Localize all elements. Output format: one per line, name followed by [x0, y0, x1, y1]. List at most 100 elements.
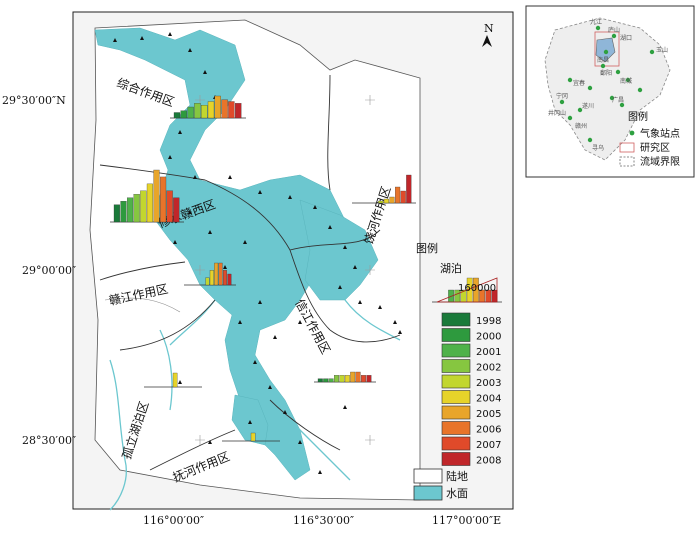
inset-label-xunwu: 寻乌	[592, 144, 604, 152]
inset-label-yichun: 宜春	[573, 79, 585, 87]
inset-legend-title: 图例	[628, 110, 648, 123]
legend-water-label: 水面	[446, 487, 468, 500]
lake-water	[94, 27, 346, 481]
inset-stations	[559, 25, 655, 143]
legend-year-2005: 2005	[476, 409, 501, 420]
bar-2005	[214, 95, 221, 119]
bar-2001	[328, 378, 334, 383]
bar-2000	[120, 201, 127, 223]
lat-tick-3: 28°30′00″	[22, 434, 76, 447]
zone-chart-1	[170, 95, 246, 119]
bar-2004	[383, 198, 389, 204]
inset-legend-station: 气象站点	[640, 127, 680, 140]
inset-label-nanchang: 南昌	[597, 56, 609, 64]
inset-label-jiujiang: 九江	[590, 18, 602, 26]
legend-year-2004: 2004	[476, 394, 501, 405]
legend-year-2002: 2002	[476, 363, 501, 374]
bar-2005	[214, 262, 219, 286]
inset-legend-basin: 流域界限	[640, 155, 680, 168]
bar-2004	[250, 432, 256, 442]
inset-label-lushan: 庐山	[608, 26, 620, 34]
legend-swatch-2006	[441, 421, 471, 435]
bar-2000	[180, 110, 187, 119]
north-label: N	[484, 22, 494, 35]
legend-swatch-2002	[441, 359, 471, 373]
bar-2006	[218, 262, 223, 286]
bar-2004	[172, 372, 178, 388]
zone-bar-charts	[110, 95, 502, 442]
legend-swatch-2004	[441, 390, 471, 404]
legend-swatch-2001	[441, 343, 471, 358]
bar-2007	[400, 190, 406, 204]
bar-2002	[334, 375, 339, 383]
zone-chart-2	[110, 169, 184, 223]
bar-2004	[146, 183, 153, 223]
bar-2006	[160, 176, 167, 223]
bar-2004	[344, 375, 350, 383]
bar-2005	[350, 371, 356, 383]
legend-scale-value: 160000	[458, 283, 496, 294]
bar-2005	[153, 169, 160, 223]
inset-label-ningdu: 宁冈	[556, 92, 568, 100]
legend-swatch-2003	[441, 374, 471, 389]
bar-2003	[205, 277, 210, 286]
bar-2005	[389, 196, 395, 204]
bar-1998	[317, 378, 323, 383]
bar-2002	[133, 194, 140, 223]
bar-2008	[227, 273, 232, 286]
bar-1998	[173, 112, 181, 119]
lake-points	[113, 32, 402, 474]
inset-label-poyang: 鄱阳	[600, 69, 612, 77]
inset-legend-study-icon	[619, 142, 635, 153]
inset-label-nancheng: 南城	[620, 77, 632, 85]
inset-label-hukou: 湖口	[620, 34, 632, 42]
legend-year-2001: 2001	[476, 347, 501, 358]
bar-2003	[201, 105, 208, 119]
lon-tick-1: 116°00′00″	[143, 514, 204, 527]
inset-legend-study: 研究区	[640, 141, 670, 154]
legend-year-2000: 2000	[476, 332, 501, 343]
bar-2007	[361, 375, 366, 383]
bar-2006	[221, 99, 228, 119]
zone-chart-6	[144, 372, 202, 388]
bar-2003	[339, 375, 345, 383]
legend-water-swatch	[413, 485, 443, 501]
lon-tick-3: 117°00′00″E	[432, 514, 501, 527]
legend-swatch-2000	[441, 328, 471, 342]
lon-tick-2: 116°30′00″	[293, 514, 354, 527]
inset-label-guangchang: 广昌	[612, 96, 624, 104]
legend-year-2007: 2007	[476, 440, 501, 451]
inset-province	[544, 17, 671, 161]
bar-1998	[113, 204, 120, 223]
inset-study-box	[594, 31, 620, 67]
bar-2008	[173, 197, 180, 223]
inset-legend-station-icon	[629, 130, 635, 136]
legend-land-label: 陆地	[446, 469, 468, 483]
zone-boundaries	[99, 74, 401, 471]
inset-label-jinggang: 井冈山	[548, 109, 566, 117]
bar-2006	[355, 371, 361, 383]
bar-2000	[323, 378, 329, 383]
bar-2008	[366, 375, 372, 383]
legend-year-2008: 2008	[476, 456, 501, 467]
legend-years: 1998 2000 2001 2002 2003 2004 2005 2006 2007 2008	[441, 312, 501, 467]
legend-year-2003: 2003	[476, 378, 501, 389]
legend-swatch-2007	[441, 436, 471, 451]
bar-2008	[235, 103, 242, 119]
bar-2007	[223, 270, 227, 286]
legend-land-swatch	[413, 468, 443, 484]
inset-label-yushan: 玉山	[656, 46, 668, 54]
inset-map: 九江 庐山 湖口 南昌 鄱阳 玉山 宜春 南城 宁冈 遂川 井冈山 广昌 赣州 …	[525, 5, 695, 178]
inset-label-suichuan: 遂川	[582, 102, 594, 110]
lat-tick-1: 29°30′00″N	[2, 94, 66, 107]
lat-tick-2: 29°00′00″	[22, 264, 76, 277]
map-border-road	[104, 297, 181, 313]
legend-swatch-2008	[441, 452, 471, 466]
lake-water-east	[299, 199, 379, 301]
bar-2003	[140, 190, 147, 223]
zone-chart-4	[184, 262, 236, 286]
bar-2006	[395, 186, 401, 204]
legend-title: 图例	[416, 241, 438, 255]
inset-label-ganzhou: 赣州	[575, 122, 587, 130]
